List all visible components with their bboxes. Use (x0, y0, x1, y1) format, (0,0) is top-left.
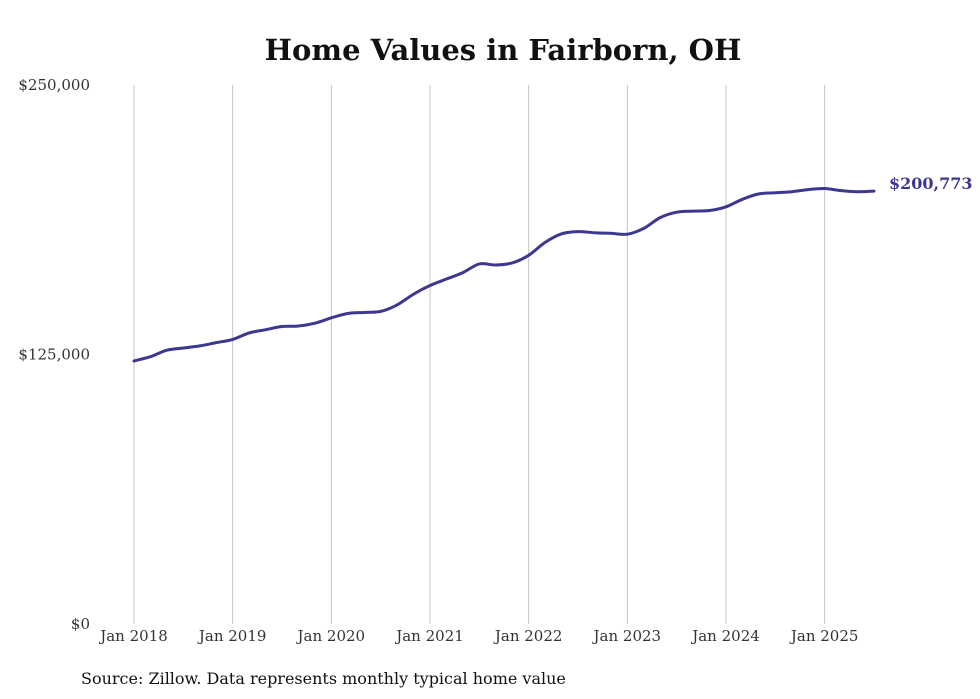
y-tick-label: $0 (71, 615, 90, 633)
x-tick-label: Jan 2025 (789, 627, 859, 645)
vertical-gridlines (133, 85, 826, 624)
x-tick-label: Jan 2019 (197, 627, 267, 645)
source-note: Source: Zillow. Data represents monthly … (81, 669, 566, 688)
y-tick-label: $250,000 (18, 76, 90, 94)
x-tick-label: Jan 2023 (592, 627, 662, 645)
x-tick-label: Jan 2021 (394, 627, 464, 645)
chart-title: Home Values in Fairborn, OH (265, 33, 742, 67)
x-tick-label: Jan 2022 (493, 627, 563, 645)
y-tick-label: $125,000 (18, 346, 90, 364)
x-tick-label: Jan 2020 (296, 627, 366, 645)
home-value-series-line (132, 186, 876, 363)
x-tick-label: Jan 2018 (98, 627, 168, 645)
x-tick-label: Jan 2024 (690, 627, 760, 645)
x-axis-tick-labels: Jan 2018 Jan 2019 Jan 2020 Jan 2021 Jan 2022… (98, 627, 858, 645)
y-axis-tick-labels: $0 $125,000 $250,000 (18, 76, 90, 633)
latest-value-label: $200,773 (889, 174, 973, 193)
